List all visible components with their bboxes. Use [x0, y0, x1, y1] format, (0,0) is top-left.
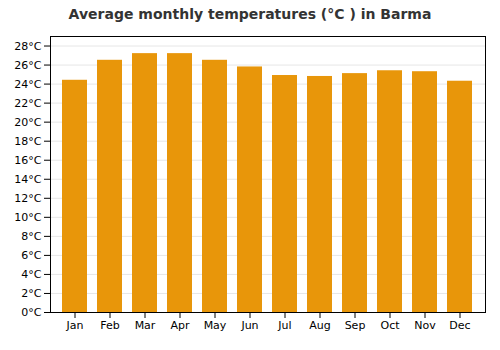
svg-text:Feb: Feb [100, 319, 119, 332]
svg-text:Jan: Jan [66, 319, 84, 332]
svg-text:Sep: Sep [345, 319, 366, 332]
svg-text:Jun: Jun [240, 319, 258, 332]
svg-text:8°C: 8°C [21, 230, 41, 243]
svg-text:Apr: Apr [170, 319, 190, 332]
svg-text:Oct: Oct [380, 319, 400, 332]
svg-text:24°C: 24°C [14, 78, 41, 91]
svg-text:26°C: 26°C [14, 59, 41, 72]
svg-text:Dec: Dec [449, 319, 470, 332]
svg-text:May: May [204, 319, 227, 332]
svg-text:12°C: 12°C [14, 192, 41, 205]
svg-text:6°C: 6°C [21, 249, 41, 262]
svg-text:16°C: 16°C [14, 154, 41, 167]
svg-text:Aug: Aug [309, 319, 330, 332]
svg-text:18°C: 18°C [14, 135, 41, 148]
svg-text:22°C: 22°C [14, 97, 41, 110]
svg-text:28°C: 28°C [14, 40, 41, 53]
svg-text:Mar: Mar [135, 319, 156, 332]
svg-text:0°C: 0°C [21, 306, 41, 319]
svg-text:Jul: Jul [277, 319, 291, 332]
svg-text:10°C: 10°C [14, 211, 41, 224]
html-text:Average monthly temperatures (: Average monthly temperatures (°C ) in Ba… [68, 6, 432, 22]
svg-text:Nov: Nov [414, 319, 436, 332]
svg-text:14°C: 14°C [14, 173, 41, 186]
svg-text:2°C: 2°C [21, 287, 41, 300]
svg-text:4°C: 4°C [21, 268, 41, 281]
svg-text:20°C: 20°C [14, 116, 41, 129]
